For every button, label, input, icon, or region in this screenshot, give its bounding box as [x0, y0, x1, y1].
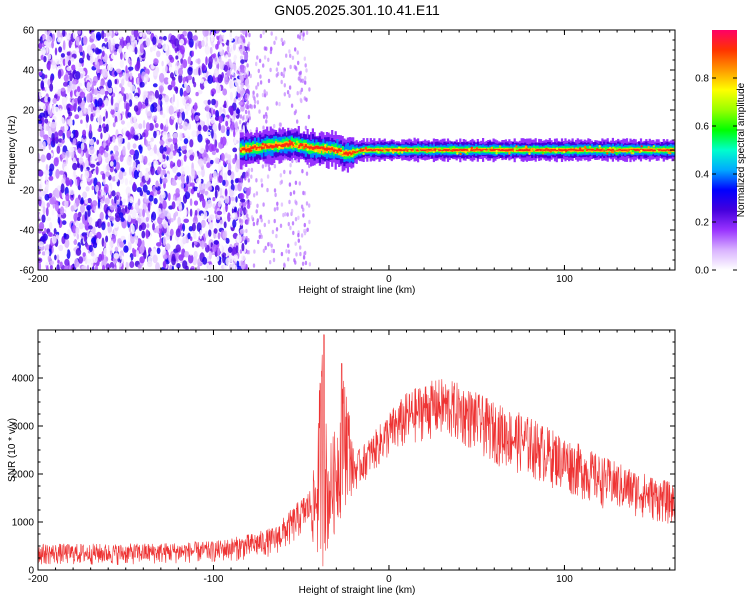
colorbar-tick-label: 0.6 [695, 122, 709, 133]
y-tick-label: -20 [20, 186, 35, 197]
figure-title: GN05.2025.301.10.41.E11 [274, 2, 440, 18]
snr-x-axis-label: Height of straight line (km) [299, 585, 416, 596]
colorbar-tick-label: 0.2 [695, 218, 709, 229]
y-tick-label: 40 [23, 66, 35, 77]
colorbar-tick-label: 0.4 [695, 170, 709, 181]
x-tick-label: -200 [28, 274, 48, 285]
y-tick-label: 60 [23, 26, 35, 37]
x-tick-label: 0 [386, 574, 392, 585]
spectrogram-heatmap [38, 30, 675, 270]
snr-series-line [37, 334, 676, 567]
y-tick-label: 4000 [12, 374, 35, 385]
x-tick-label: 100 [556, 274, 573, 285]
spectrogram-y-axis-label: Frequency (Hz) [7, 116, 18, 185]
y-tick-label: 3000 [12, 422, 35, 433]
colorbar: 0.0 0.2 0.4 0.6 0.8 Normalized spectral ampl… [695, 30, 747, 277]
x-tick-label: -200 [28, 574, 48, 585]
colorbar-gradient [712, 30, 737, 270]
snr-y-ticks: 0 1000 2000 3000 4000 [12, 329, 675, 577]
y-tick-label: 20 [23, 106, 35, 117]
y-tick-label: 0 [28, 566, 34, 577]
spectrogram-x-ticks: -200 -100 0 100 [28, 30, 671, 285]
spectrogram-y-ticks: -60 -40 -20 0 20 40 60 [20, 26, 675, 277]
colorbar-tick-label: 0.0 [695, 266, 709, 277]
x-tick-label: 100 [556, 574, 573, 585]
colorbar-label: Normalized spectral amplitude [736, 82, 747, 217]
y-tick-label: -60 [20, 266, 35, 277]
y-tick-label: 1000 [12, 518, 35, 529]
y-tick-label: 2000 [12, 470, 35, 481]
x-tick-label: 0 [386, 274, 392, 285]
x-tick-label: -100 [203, 274, 223, 285]
snr-panel: -200 -100 0 100 0 1000 2000 3000 4000 Height of… [7, 329, 676, 596]
y-tick-label: 0 [28, 146, 34, 157]
snr-x-ticks: -200 -100 0 100 [28, 330, 671, 585]
colorbar-ticks: 0.0 0.2 0.4 0.6 0.8 [695, 74, 737, 277]
colorbar-tick-label: 0.8 [695, 74, 709, 85]
snr-frame [37, 329, 676, 571]
snr-y-axis-label: SNR (10 * v/v) [7, 418, 18, 482]
spectrogram-x-axis-label: Height of straight line (km) [299, 285, 416, 296]
y-tick-label: -40 [20, 226, 35, 237]
x-tick-label: -100 [203, 574, 223, 585]
